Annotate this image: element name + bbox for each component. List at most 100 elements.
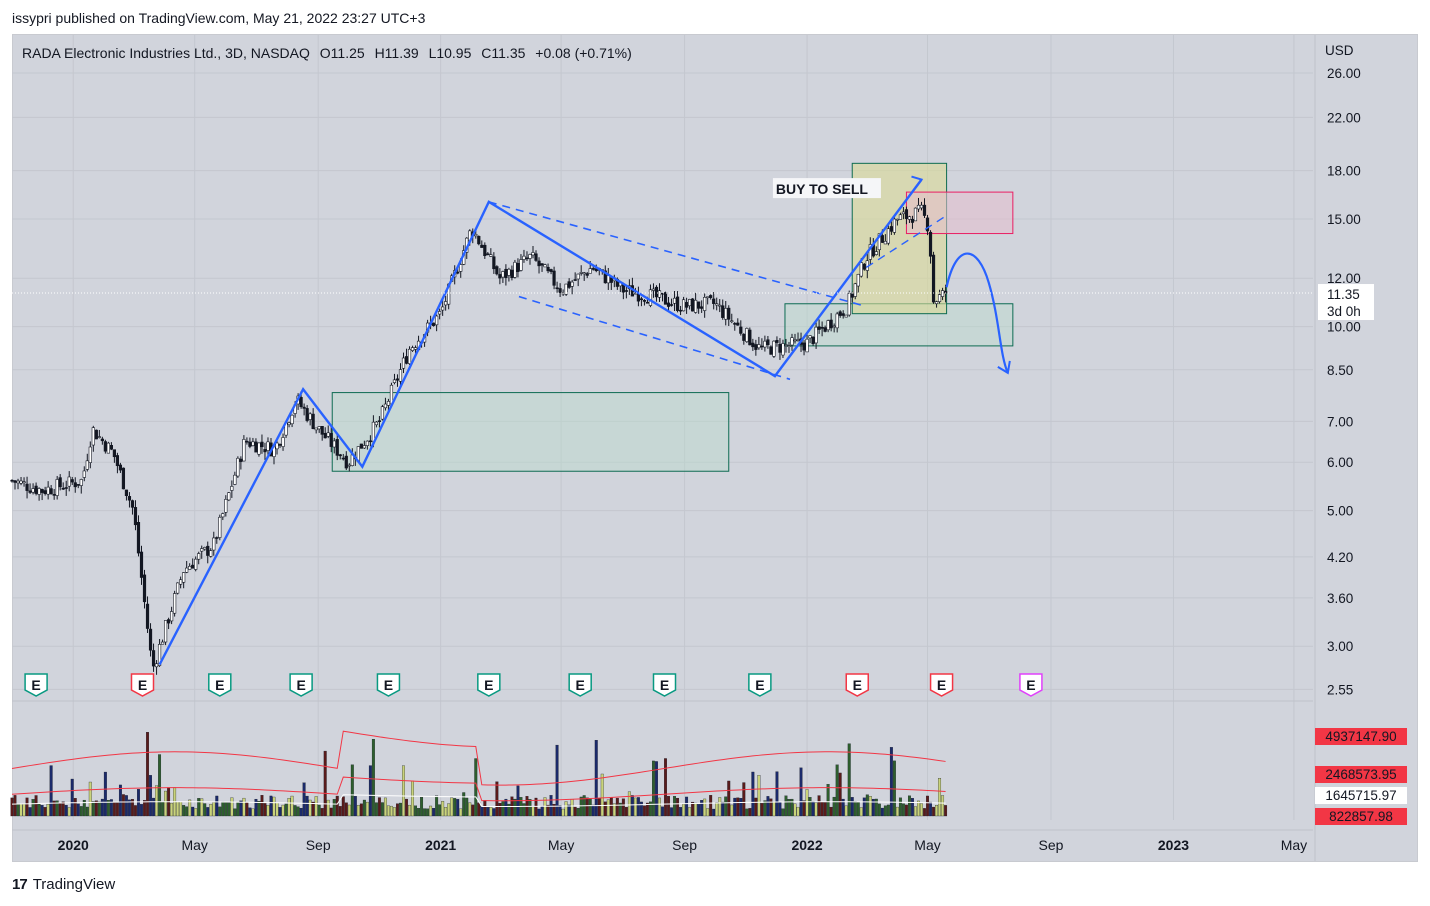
volume-bar bbox=[823, 802, 827, 817]
chart-frame[interactable] bbox=[12, 34, 1418, 862]
volume-bar bbox=[284, 803, 288, 817]
volume-bar bbox=[146, 732, 149, 817]
candle-body bbox=[826, 320, 830, 331]
candle-body bbox=[139, 551, 144, 578]
candle-body bbox=[266, 441, 270, 451]
earnings-marker-icon[interactable] bbox=[208, 673, 232, 697]
candle-body bbox=[179, 579, 183, 585]
candle-body bbox=[233, 474, 237, 485]
volume-bar bbox=[55, 800, 59, 817]
candle-body bbox=[835, 313, 839, 329]
volume-bar bbox=[34, 795, 38, 817]
volume-bar bbox=[182, 805, 186, 817]
channel-lower-line[interactable] bbox=[518, 295, 791, 381]
channel-upper-line[interactable] bbox=[488, 201, 866, 307]
candle-body bbox=[106, 442, 110, 454]
volume-bar bbox=[245, 802, 249, 817]
candle-body bbox=[802, 342, 806, 351]
volume-bar bbox=[260, 795, 264, 817]
candle-body bbox=[338, 454, 342, 457]
volume-bar bbox=[206, 807, 210, 817]
candle-body bbox=[859, 262, 863, 277]
candle-body bbox=[739, 326, 743, 334]
candle-body bbox=[642, 300, 647, 302]
support-zone-2020[interactable] bbox=[331, 392, 730, 472]
candle-body bbox=[441, 306, 445, 311]
volume-bar bbox=[552, 804, 556, 817]
earnings-marker-icon[interactable] bbox=[289, 673, 313, 697]
volume-bar bbox=[22, 803, 26, 817]
candle-body bbox=[362, 445, 366, 449]
volume-bar bbox=[49, 765, 53, 817]
volume-bar bbox=[257, 801, 261, 817]
candle-body bbox=[100, 438, 104, 442]
candle-body bbox=[727, 307, 731, 320]
candle-body bbox=[163, 620, 168, 643]
candle-body bbox=[121, 467, 126, 490]
volume-bar bbox=[685, 796, 689, 817]
candle-body bbox=[588, 268, 592, 274]
volume-bar bbox=[691, 801, 695, 817]
volume-bar bbox=[67, 807, 71, 817]
volume-bar bbox=[115, 802, 119, 817]
volume-bar bbox=[540, 805, 544, 817]
candle-body bbox=[844, 314, 848, 318]
earnings-marker-icon[interactable] bbox=[845, 673, 869, 697]
earnings-marker-icon[interactable] bbox=[130, 673, 155, 697]
zigzag-trend-line[interactable] bbox=[158, 178, 923, 666]
volume-bar bbox=[275, 802, 279, 817]
volume-bar bbox=[618, 802, 622, 817]
candle-body bbox=[552, 270, 556, 286]
earnings-marker-icon[interactable] bbox=[748, 673, 772, 697]
candle-body bbox=[182, 572, 186, 583]
candle-body bbox=[901, 211, 906, 215]
earnings-marker-icon[interactable] bbox=[929, 673, 954, 697]
volume-bar bbox=[103, 771, 107, 817]
candle-body bbox=[883, 240, 887, 245]
volume-bar bbox=[438, 804, 442, 817]
candle-body bbox=[573, 279, 577, 281]
earnings-marker-icon[interactable] bbox=[24, 673, 48, 697]
time-axis-label: 2022 bbox=[791, 837, 822, 853]
volume-bar bbox=[28, 807, 32, 817]
last-price-tag[interactable] bbox=[1318, 284, 1374, 321]
price-axis-tick: 26.00 bbox=[1327, 66, 1361, 81]
earnings-marker-icon[interactable] bbox=[1019, 673, 1043, 697]
candle-body bbox=[341, 457, 345, 460]
volume-bar bbox=[917, 800, 920, 817]
candle-body bbox=[757, 344, 761, 349]
volume-bar bbox=[555, 744, 559, 817]
peak-arrow-icon bbox=[911, 175, 924, 189]
volume-bar bbox=[914, 806, 917, 817]
volume-bar bbox=[390, 805, 393, 817]
projection-curve[interactable] bbox=[945, 252, 1009, 374]
earnings-marker-icon[interactable] bbox=[376, 673, 401, 697]
candle-body bbox=[444, 301, 448, 306]
volume-bar bbox=[793, 803, 797, 817]
volume-bar bbox=[296, 806, 300, 817]
earnings-marker-icon[interactable] bbox=[477, 673, 501, 697]
candle-body bbox=[326, 432, 330, 437]
candle-body bbox=[820, 326, 824, 329]
symbol-name[interactable]: RADA Electronic Industries Ltd., 3D, NAS… bbox=[22, 45, 310, 61]
volume-bar bbox=[486, 807, 490, 817]
candle-body bbox=[112, 449, 116, 458]
volume-ma-lower bbox=[11, 794, 946, 807]
volume-bar bbox=[188, 799, 192, 817]
candle-body bbox=[784, 344, 788, 346]
volume-bar bbox=[447, 803, 451, 817]
tradingview-brand[interactable]: 17 TradingView bbox=[12, 876, 115, 893]
volume-bar bbox=[423, 808, 427, 817]
candle-body bbox=[525, 257, 529, 260]
earnings-marker-icon[interactable] bbox=[652, 673, 677, 697]
candle-body bbox=[236, 457, 240, 477]
candle-body bbox=[311, 413, 315, 429]
earnings-marker-icon[interactable] bbox=[568, 673, 592, 697]
wedge-dashed-line[interactable] bbox=[865, 214, 947, 268]
bar-countdown: 3d 0h bbox=[1327, 304, 1361, 319]
volume-bar bbox=[377, 797, 381, 817]
sell-zone[interactable] bbox=[905, 191, 1014, 235]
volume-bar bbox=[399, 802, 402, 817]
volume-bar bbox=[140, 804, 143, 817]
